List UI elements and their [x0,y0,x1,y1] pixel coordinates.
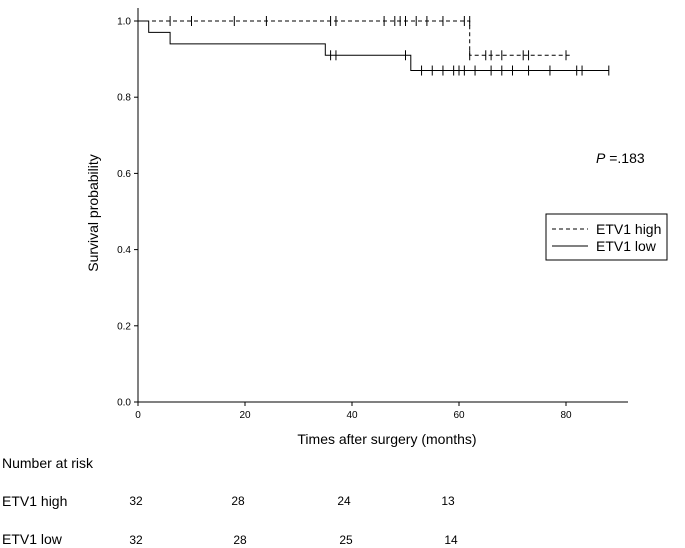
series-line-etv1-high [138,20,572,56]
risk-value: 13 [441,494,455,508]
y-tick-label: 0.2 [117,321,131,332]
risk-row-label-low: ETV1 low [2,531,62,547]
x-axis-title: Times after surgery (months) [297,431,476,447]
y-tick-label: 0.0 [117,398,131,409]
x-tick-label: 40 [346,410,358,421]
p-value-symbol: P [596,150,606,166]
x-tick-label: 0 [135,410,141,421]
legend-box [545,213,668,261]
risk-value: 14 [444,533,458,547]
y-tick-label: 1.0 [117,17,131,28]
p-value-annotation: P =.183 [596,150,645,166]
risk-value: 32 [129,533,143,547]
legend-label-etv1-low: ETV1 low [596,238,657,254]
risk-value: 28 [231,494,245,508]
risk-table-title: Number at risk [2,455,94,471]
y-tick-label: 0.6 [117,169,131,180]
y-tick-label: 0.8 [117,93,131,104]
x-tick-label: 60 [453,410,465,421]
x-tick-label: 20 [239,410,251,421]
risk-value: 32 [129,494,143,508]
risk-value: 24 [337,494,351,508]
y-tick-label: 0.4 [117,245,131,256]
legend-label-etv1-high: ETV1 high [596,221,661,237]
p-value-text: =.183 [605,150,645,166]
series-line-etv1-low [138,20,609,71]
risk-value: 28 [233,533,247,547]
risk-row-label-high: ETV1 high [2,493,68,509]
risk-value: 25 [339,533,353,547]
x-tick-label: 80 [560,410,572,421]
y-axis-title: Survival probability [85,154,101,272]
